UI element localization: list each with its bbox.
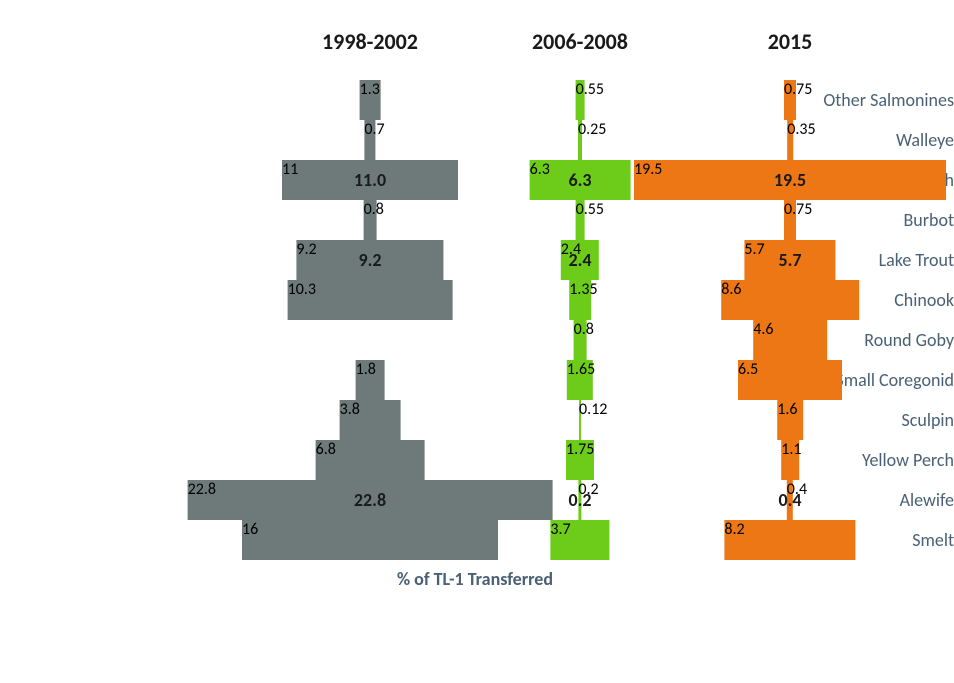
symmetric-bar-chart: 1998-20022006-20082015Other SalmoninesWa…	[0, 0, 954, 683]
bar: 8.6	[721, 280, 859, 320]
bar: 0.75	[784, 80, 796, 120]
bar: 1.35	[569, 280, 591, 320]
bar: 0.55	[576, 80, 585, 120]
bar: 0.55	[576, 200, 585, 240]
column-header: 1998-2002	[322, 28, 418, 55]
bar: 6.5	[738, 360, 842, 400]
bar: 8.2	[724, 520, 855, 560]
bar-value-label: 22.8	[354, 489, 386, 511]
bar: 0.75	[784, 200, 796, 240]
bar: 0.35	[787, 120, 793, 160]
bar: 0.8	[364, 200, 377, 240]
bar-value-label: 0.4	[778, 489, 801, 511]
bar-value-label: 5.7	[778, 249, 801, 271]
bar-value-label: 0.2	[568, 489, 591, 511]
column-header: 2006-2008	[532, 28, 628, 55]
bar-value-label: 11.0	[354, 169, 386, 191]
bar: 3.8	[340, 400, 401, 440]
bar-value-label: 6.3	[568, 169, 591, 191]
bar: 1.6	[777, 400, 803, 440]
bar-value-label: 2.4	[568, 249, 591, 271]
bar: 16	[242, 520, 498, 560]
bar: 1.65	[567, 360, 593, 400]
bar: 1.8	[356, 360, 385, 400]
bar: 1.1	[781, 440, 799, 480]
bar-value-label: 9.2	[358, 249, 381, 271]
bar: 1.75	[566, 440, 594, 480]
bar: 6.8	[316, 440, 425, 480]
bar: 10.3	[288, 280, 453, 320]
bar: 0.7	[364, 120, 375, 160]
bar: 0.8	[574, 320, 587, 360]
x-axis-title: % of TL-1 Transferred	[397, 568, 553, 590]
bar: 3.7	[550, 520, 609, 560]
bar: 1.3	[360, 80, 381, 120]
bar: 4.6	[753, 320, 827, 360]
bar-value-label: 19.5	[774, 169, 806, 191]
bar: 0.25	[578, 120, 582, 160]
bar: 0.12	[579, 400, 581, 440]
column-header: 2015	[768, 28, 813, 55]
